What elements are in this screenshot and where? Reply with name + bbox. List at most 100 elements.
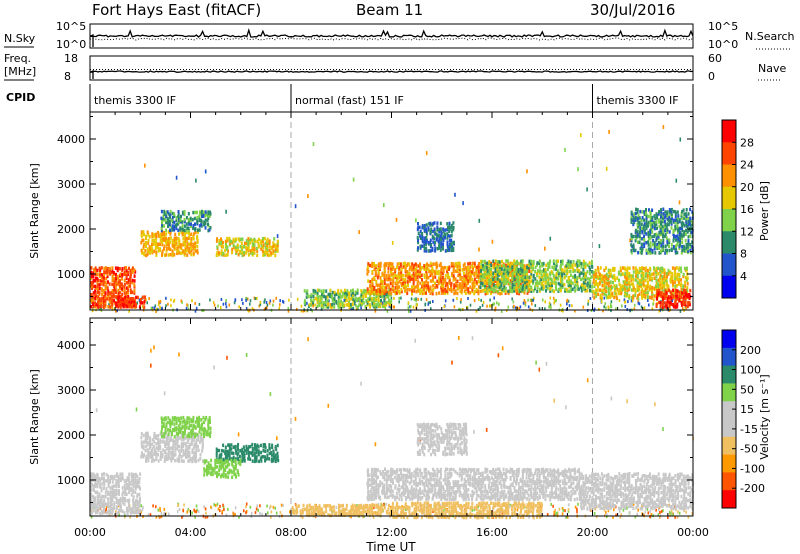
data-cell: [155, 237, 158, 241]
data-cell: [672, 292, 674, 296]
data-cell: [680, 270, 683, 274]
data-cell: [187, 508, 189, 512]
data-cell: [511, 285, 514, 290]
data-cell: [489, 298, 491, 302]
data-cell: [109, 478, 112, 483]
data-cell: [463, 289, 466, 293]
data-cell: [383, 266, 386, 270]
data-cell: [541, 298, 544, 302]
data-cell: [379, 285, 382, 290]
data-cell: [523, 287, 526, 291]
data-cell: [96, 280, 99, 285]
data-cell: [165, 253, 168, 257]
data-cell: [140, 442, 143, 446]
data-cell: [241, 245, 244, 249]
data-cell: [276, 436, 278, 441]
data-cell: [513, 283, 516, 287]
data-cell: [570, 263, 572, 268]
data-cell: [162, 214, 165, 218]
data-cell: [534, 265, 537, 270]
data-cell: [122, 304, 125, 309]
data-cell: [588, 277, 591, 281]
data-cell: [680, 507, 682, 511]
data-cell: [183, 224, 186, 228]
data-cell: [272, 299, 275, 303]
data-cell: [649, 214, 652, 219]
data-cell: [370, 297, 373, 301]
data-cell: [563, 269, 566, 273]
data-cell: [385, 303, 388, 307]
data-cell: [125, 274, 128, 279]
data-cell: [177, 228, 180, 233]
data-cell: [266, 245, 269, 249]
data-cell: [90, 266, 93, 270]
data-cell: [168, 222, 171, 227]
data-cell: [432, 510, 434, 513]
data-cell: [611, 294, 614, 298]
data-cell: [220, 251, 223, 256]
data-cell: [463, 283, 466, 288]
data-cell: [659, 280, 662, 284]
data-cell: [538, 275, 541, 280]
data-cell: [173, 220, 176, 225]
data-cell: [390, 264, 393, 268]
data-cell: [111, 304, 114, 309]
data-cell: [632, 284, 635, 288]
data-cell: [98, 503, 101, 507]
data-cell: [646, 507, 649, 511]
data-cell: [634, 293, 637, 298]
data-cell: [150, 363, 152, 368]
data-cell: [571, 287, 574, 292]
data-cell: [566, 298, 569, 302]
data-cell: [118, 303, 121, 308]
data-cell: [672, 218, 675, 223]
data-cell: [366, 272, 369, 276]
data-cell: [256, 239, 259, 244]
data-cell: [371, 281, 374, 286]
data-cell: [503, 267, 506, 271]
data-cell: [117, 288, 120, 293]
data-cell: [304, 299, 306, 303]
data-cell: [651, 218, 654, 222]
data-cell: [130, 493, 133, 497]
data-cell: [98, 505, 101, 509]
data-cell: [118, 290, 121, 295]
data-cell: [350, 293, 353, 297]
data-cell: [515, 275, 518, 279]
data-cell: [360, 381, 362, 386]
data-cell: [573, 269, 576, 273]
data-cell: [511, 265, 514, 270]
data-cell: [660, 291, 663, 295]
data-cell: [114, 288, 117, 292]
data-cell: [156, 245, 159, 249]
data-cell: [388, 276, 391, 280]
data-cell: [204, 222, 207, 226]
data-cell: [96, 287, 99, 291]
data-cell: [650, 513, 653, 516]
data-cell: [442, 234, 445, 238]
data-cell: [389, 287, 392, 292]
data-cell: [689, 242, 692, 247]
data-cell: [107, 292, 110, 296]
data-cell: [310, 307, 312, 311]
data-cell: [441, 244, 444, 248]
data-cell: [685, 510, 687, 514]
data-cell: [371, 301, 374, 305]
data-cell: [552, 504, 554, 508]
data-cell: [549, 296, 552, 300]
data-cell: [145, 457, 148, 461]
data-cell: [427, 283, 430, 288]
data-cell: [333, 290, 336, 295]
data-cell: [651, 248, 654, 253]
data-cell: [457, 261, 460, 266]
data-cell: [145, 444, 148, 449]
data-cell: [507, 279, 510, 284]
data-cell: [595, 515, 598, 519]
data-cell: [639, 246, 642, 251]
data-cell: [438, 276, 441, 280]
data-cell: [433, 242, 436, 247]
data-cell: [446, 245, 449, 249]
data-cell: [192, 224, 195, 228]
data-cell: [411, 262, 414, 266]
data-cell: [490, 273, 493, 277]
